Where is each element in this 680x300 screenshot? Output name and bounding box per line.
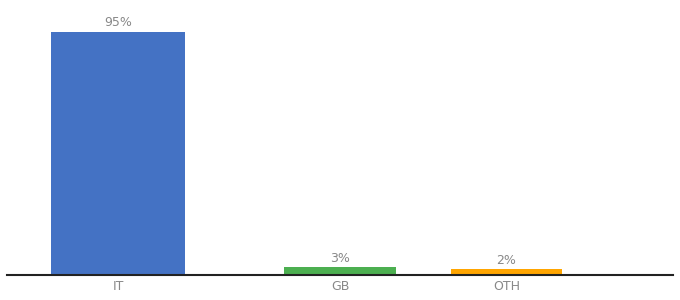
Bar (451, 269, 562, 275)
Bar (52, 32, 184, 274)
Text: 95%: 95% (104, 16, 132, 28)
Bar (284, 267, 396, 274)
Text: 3%: 3% (330, 252, 350, 265)
Text: 2%: 2% (496, 254, 517, 267)
